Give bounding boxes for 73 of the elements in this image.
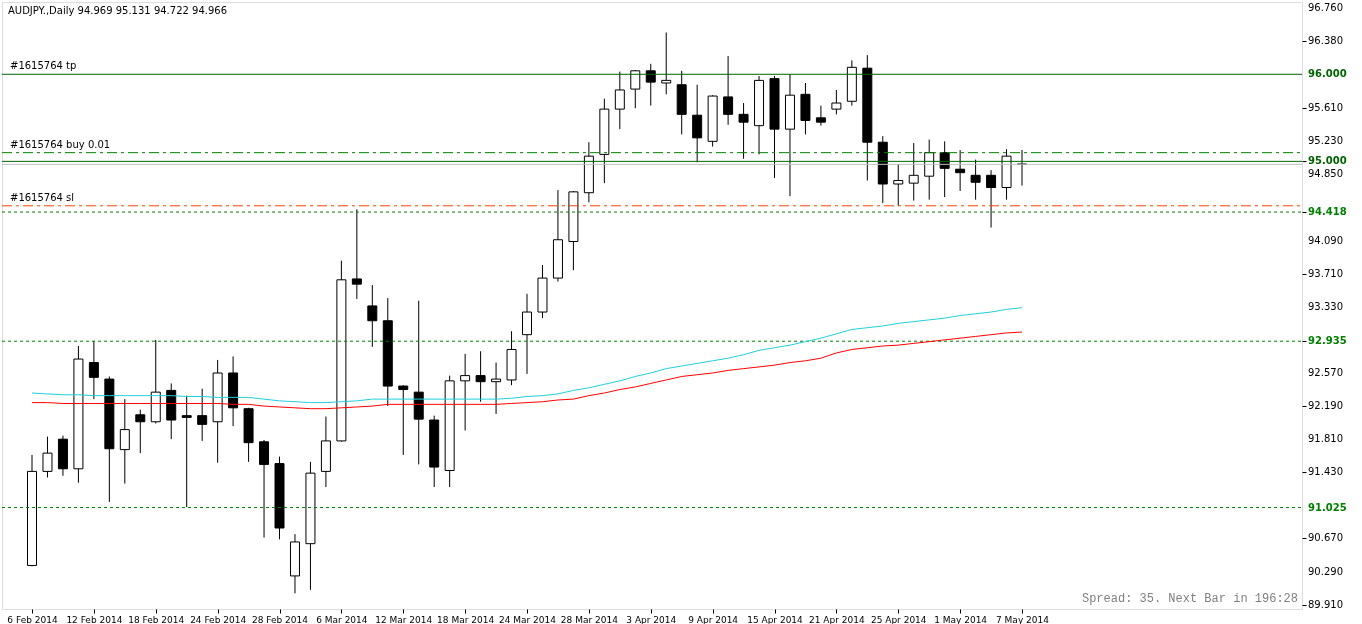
candlestick <box>955 149 966 192</box>
y-tick-label: 95.000 <box>1308 155 1347 167</box>
ref-line-label: #1615764 buy 0.01 <box>10 138 111 150</box>
y-tick-label: 94.850 <box>1308 168 1343 180</box>
ref-line-label: #1615764 sl <box>10 191 75 203</box>
y-tick-label: 92.935 <box>1308 335 1347 347</box>
y-tick-label: 93.330 <box>1308 300 1343 312</box>
candlestick <box>970 159 981 201</box>
candlestick <box>908 142 919 202</box>
chart-title: AUDJPY.,Daily 94.969 95.131 94.722 94.966 <box>8 5 228 16</box>
candlestick <box>491 362 502 415</box>
x-tick-label: 15 Apr 2014 <box>747 614 804 624</box>
x-tick-label: 9 Apr 2014 <box>688 614 739 624</box>
candlestick <box>924 139 935 201</box>
x-tick-label: 12 Mar 2014 <box>375 614 433 624</box>
x-tick-label: 7 May 2014 <box>996 614 1050 624</box>
x-tick-label: 18 Feb 2014 <box>128 614 185 624</box>
candlestick <box>831 89 842 115</box>
x-tick-label: 18 Mar 2014 <box>437 614 495 624</box>
x-tick-label: 12 Feb 2014 <box>66 614 123 624</box>
y-tick-label: 92.570 <box>1308 366 1343 378</box>
x-tick-label: 6 Mar 2014 <box>316 614 368 624</box>
candlestick <box>367 284 378 348</box>
x-tick-label: 24 Feb 2014 <box>190 614 247 624</box>
y-tick-label: 95.610 <box>1308 102 1343 114</box>
line-series <box>31 307 1023 404</box>
y-tick-label: 94.090 <box>1308 234 1343 246</box>
text: Spread: 35. Next Bar in 196:28 <box>1081 592 1298 606</box>
candlestick <box>42 436 53 478</box>
y-tick-label: 89.910 <box>1308 598 1343 610</box>
candlestick <box>475 350 486 403</box>
candlestick <box>986 169 997 229</box>
ref-line-label: #1615764 tp <box>10 60 77 72</box>
candlestick <box>181 395 192 508</box>
y-tick-label: 91.430 <box>1308 466 1343 478</box>
candlestick <box>259 439 270 539</box>
line-series <box>31 331 1023 410</box>
y-tick-label: 96.000 <box>1308 68 1347 80</box>
x-tick-label: 6 Feb 2014 <box>7 614 58 624</box>
x-tick-label: 24 Mar 2014 <box>498 614 557 624</box>
candlestick <box>522 293 532 375</box>
candlestick <box>135 409 146 454</box>
candlestick <box>88 340 99 400</box>
y-tick-label: 93.710 <box>1308 267 1343 279</box>
y-tick-label: 91.810 <box>1308 433 1343 445</box>
y-tick-label: 96.760 <box>1308 2 1343 14</box>
candlestick <box>661 31 672 95</box>
y-tick-label: 95.230 <box>1308 135 1343 147</box>
x-tick-label: 1 May 2014 <box>934 614 988 624</box>
candlestick <box>398 384 409 456</box>
x-tick-label: 28 Mar 2014 <box>560 614 619 624</box>
candlestick <box>723 55 734 126</box>
candlestick <box>119 398 130 485</box>
x-tick-label: 28 Feb 2014 <box>251 614 309 624</box>
y-tick-label: 92.190 <box>1308 400 1343 412</box>
y-tick-label: 90.670 <box>1308 532 1343 544</box>
candlestick <box>692 84 703 163</box>
candlestick <box>815 105 826 127</box>
candlestick <box>738 102 749 160</box>
candlestick <box>614 71 625 130</box>
candlestick <box>197 388 208 442</box>
candlestick <box>460 353 471 431</box>
x-tick-label: 21 Apr 2014 <box>809 614 865 624</box>
x-tick-label: 3 Apr 2014 <box>626 614 677 624</box>
y-tick-label: 90.290 <box>1308 565 1343 577</box>
x-tick-label: 25 Apr 2014 <box>870 614 927 624</box>
candlestick <box>645 63 656 107</box>
y-tick-label: 91.025 <box>1308 501 1347 513</box>
candlestick <box>630 69 641 109</box>
y-tick-label: 96.380 <box>1308 35 1343 47</box>
candlestick <box>893 163 904 207</box>
y-tick-label: 94.418 <box>1308 206 1347 218</box>
candlestick <box>351 208 362 300</box>
